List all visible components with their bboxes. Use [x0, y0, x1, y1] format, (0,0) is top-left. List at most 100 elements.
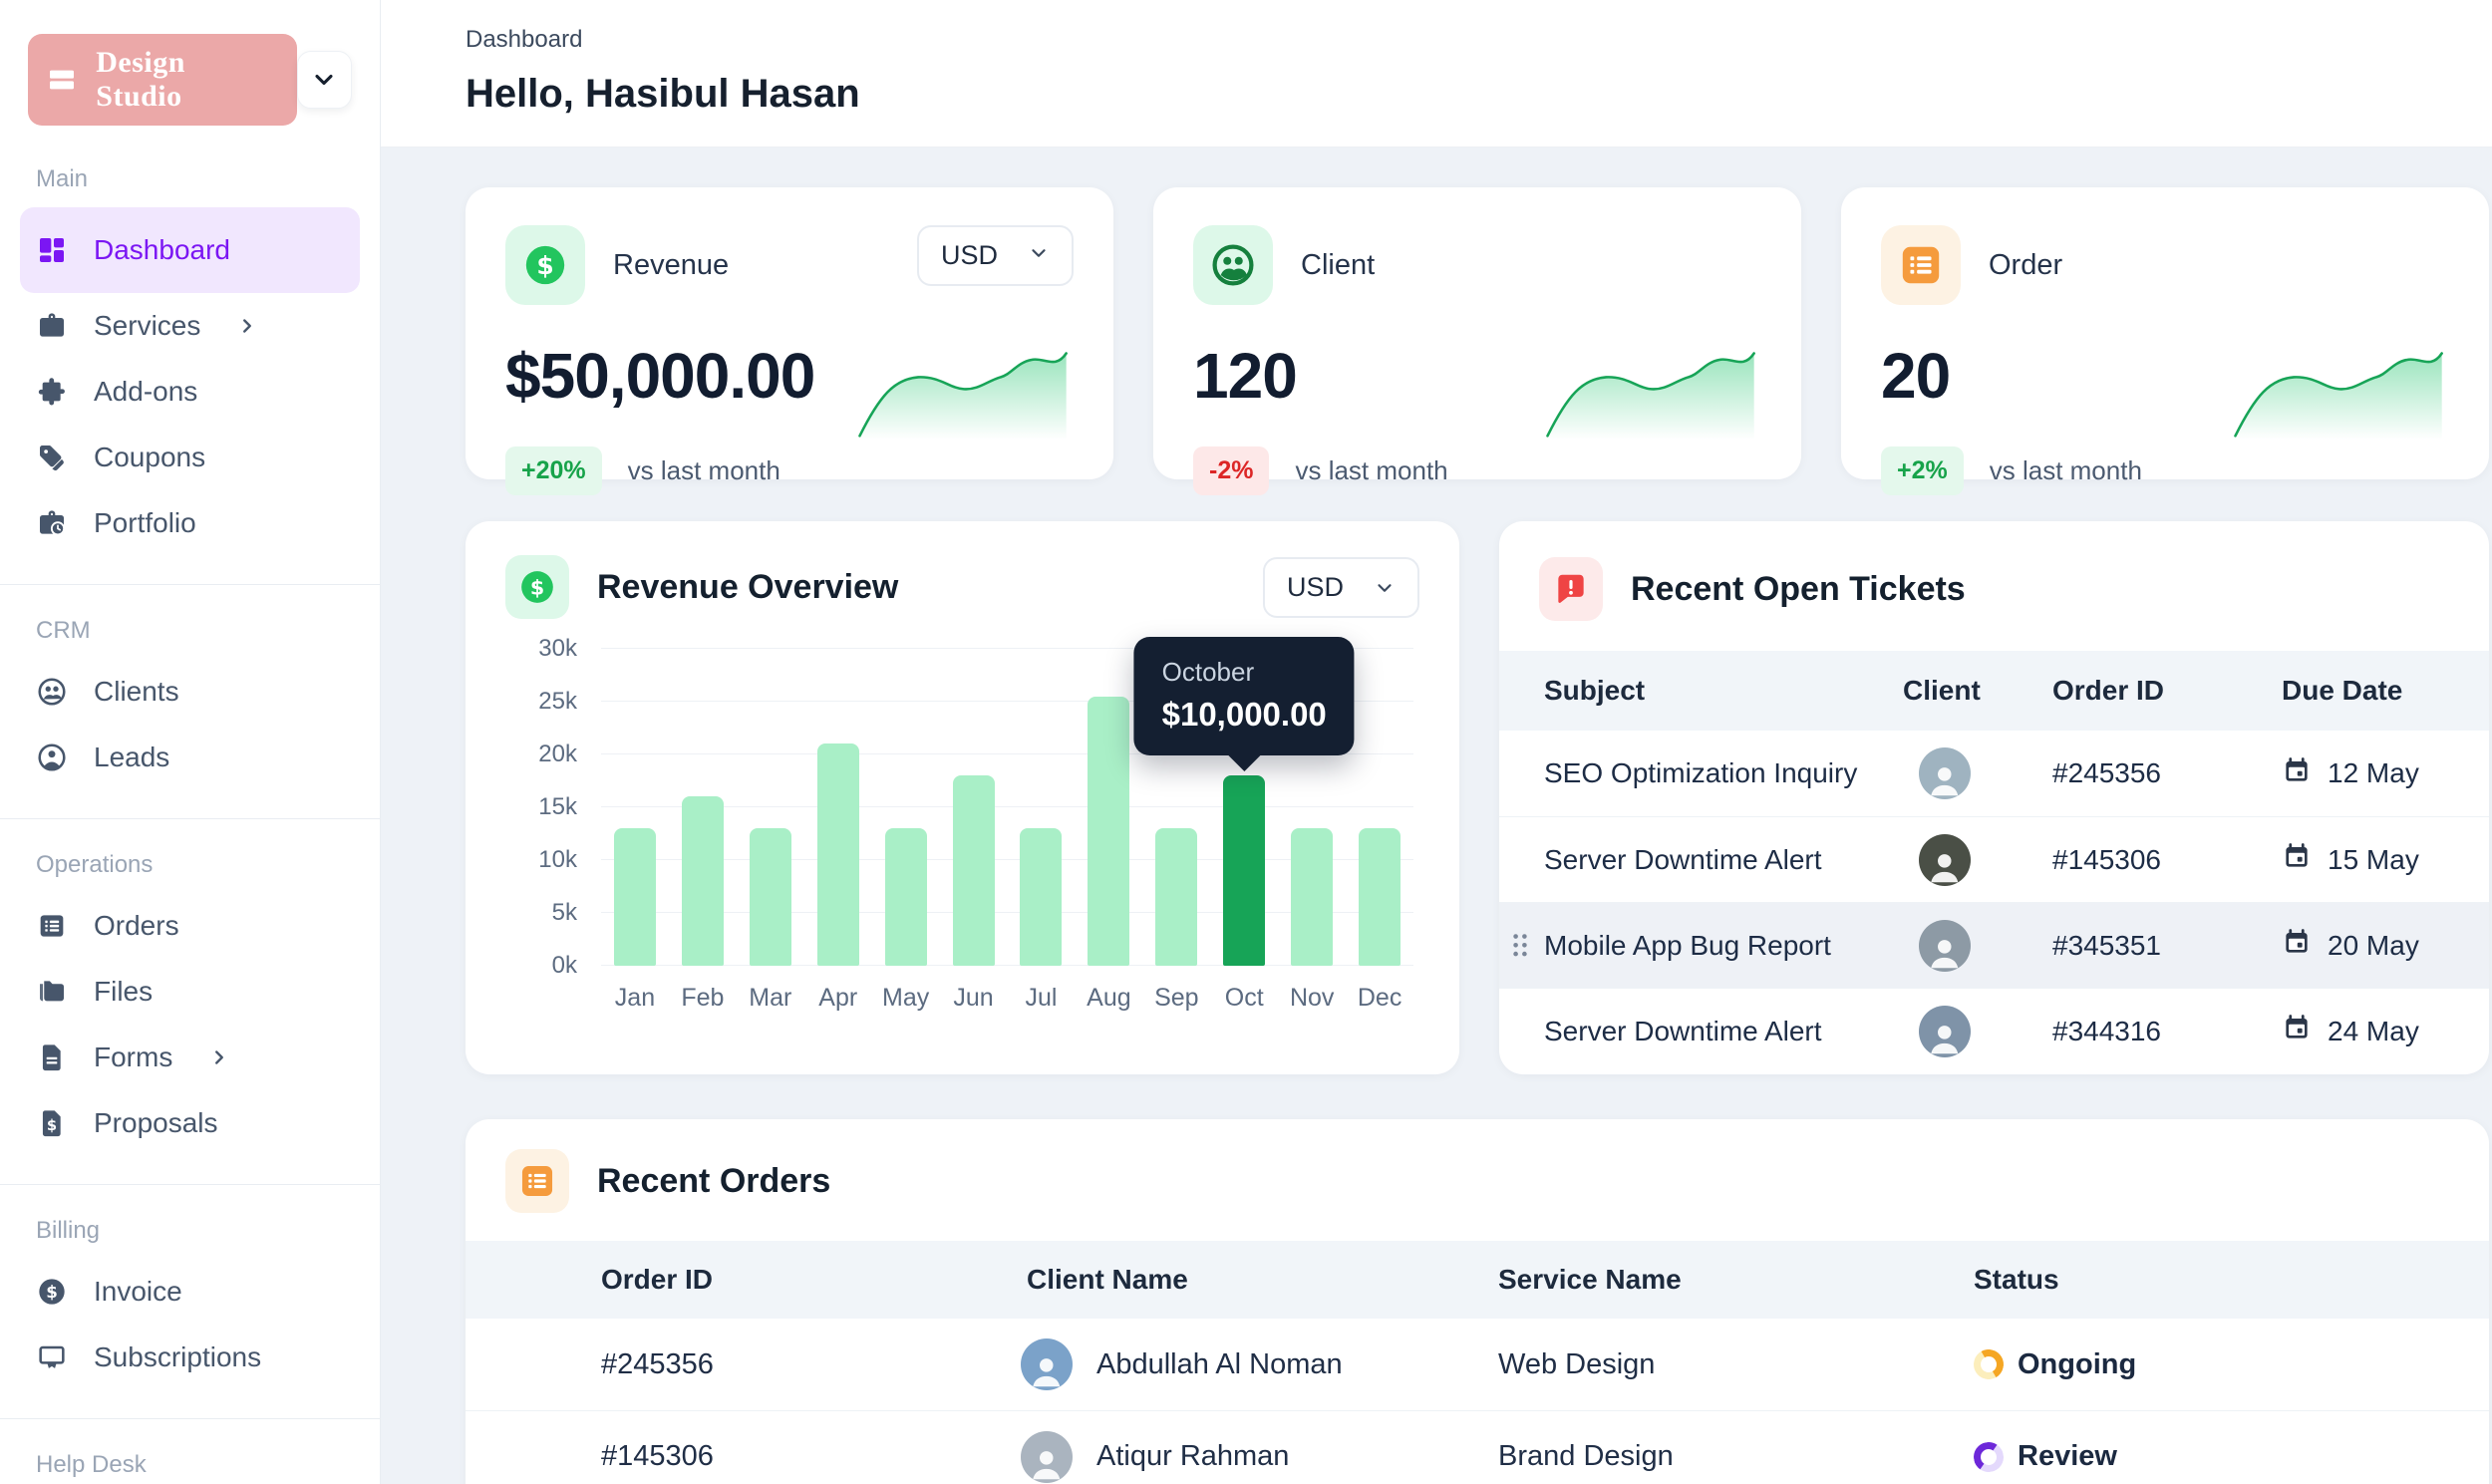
- avatar: [1919, 1005, 1971, 1057]
- bar-may[interactable]: [884, 828, 927, 966]
- bar-jun[interactable]: [952, 775, 995, 966]
- sidebar-item-invoice[interactable]: $ Invoice: [20, 1259, 360, 1325]
- ticket-order-id: #245356: [2052, 757, 2162, 788]
- stat-value: $50,000.00: [505, 340, 815, 412]
- ticket-order-id: #344316: [2052, 1015, 2162, 1046]
- bar-sep[interactable]: [1155, 828, 1198, 966]
- service-name: Brand Design: [1498, 1440, 1674, 1472]
- sidebar-item-services[interactable]: Services: [20, 293, 360, 359]
- sidebar-item-leads[interactable]: Leads: [20, 725, 360, 790]
- sidebar-item-add-ons[interactable]: Add-ons: [20, 359, 360, 425]
- recent-tickets-header: Recent Open Tickets: [1499, 557, 2489, 621]
- calendar-icon: [2282, 1013, 2312, 1049]
- bar-oct[interactable]: [1223, 775, 1266, 966]
- bar-slot: [1346, 649, 1413, 966]
- ticket-row[interactable]: Server Downtime Alert #145306 15 May: [1499, 816, 2489, 902]
- tickets-table-body: SEO Optimization Inquiry #245356 12 May Ser…: [1499, 731, 2489, 1073]
- chart-gridline: [601, 753, 1413, 754]
- chevron-down-icon: [1028, 240, 1050, 271]
- delta-badge: +20%: [505, 446, 602, 495]
- stat-label: Order: [1989, 248, 2063, 281]
- bar-mar[interactable]: [749, 828, 791, 966]
- sparkline-chart: [1542, 348, 1761, 440]
- ticket-client-cell: [1903, 1005, 2052, 1057]
- sidebar-item-orders[interactable]: Orders: [20, 893, 360, 959]
- svg-text:$: $: [46, 1283, 58, 1302]
- sidebar-item-proposals[interactable]: $ Proposals: [20, 1090, 360, 1156]
- bar-slot: [669, 649, 737, 966]
- sidebar-item-dashboard[interactable]: Dashboard: [20, 207, 360, 293]
- sidebar-item-clients[interactable]: Clients: [20, 659, 360, 725]
- bar-nov[interactable]: [1291, 828, 1334, 966]
- sidebar-logo-row: Design Studio: [28, 34, 352, 126]
- ticket-due-date: 24 May: [2282, 1013, 2489, 1049]
- sidebar-item-label: Portfolio: [94, 507, 196, 538]
- ticket-subject: Server Downtime Alert: [1544, 1015, 1822, 1046]
- bar-slot: [1008, 649, 1076, 966]
- x-axis-label: Jan: [614, 984, 656, 1012]
- bar-slot: [1075, 649, 1142, 966]
- sidebar-item-subscriptions[interactable]: Subscriptions: [20, 1325, 360, 1390]
- tooltip-month: October: [1161, 657, 1255, 688]
- y-axis-label: 0k: [551, 952, 577, 979]
- order-row[interactable]: #245356 Abdullah Al Noman Web Design Ongoin…: [466, 1319, 2489, 1410]
- sidebar-item-label: Subscriptions: [94, 1341, 262, 1372]
- sidebar-item-label: Proposals: [94, 1107, 218, 1138]
- bar-jan[interactable]: [613, 828, 656, 966]
- alert-message-icon: [1539, 557, 1603, 621]
- ticket-row[interactable]: SEO Optimization Inquiry #245356 12 May: [1499, 731, 2489, 816]
- lead-icon: [36, 742, 68, 773]
- folder-icon: [36, 976, 68, 1008]
- bar-apr[interactable]: [816, 743, 859, 966]
- svg-text:$: $: [47, 1117, 57, 1134]
- chevron-down-icon: [310, 66, 338, 94]
- currency-select[interactable]: USD: [916, 225, 1074, 286]
- ticket-row[interactable]: Mobile App Bug Report #345351 20 May: [1499, 902, 2489, 988]
- column-header-client-name: Client Name: [1027, 1264, 1188, 1295]
- bar-slot: [737, 649, 804, 966]
- y-axis-label: 5k: [551, 899, 577, 926]
- bar-aug[interactable]: [1088, 696, 1130, 966]
- chart-currency-select[interactable]: USD: [1262, 557, 1419, 618]
- due-date-text: 20 May: [2328, 929, 2419, 961]
- chart-bars: [601, 649, 1413, 966]
- section-label-operations: Operations: [36, 851, 154, 878]
- dashboard-icon: [36, 234, 68, 266]
- delta-badge: -2%: [1193, 446, 1270, 495]
- y-axis-label: 10k: [538, 846, 577, 873]
- svg-text:$: $: [530, 575, 544, 599]
- status-label: Review: [2018, 1440, 2117, 1472]
- sidebar-collapse-button[interactable]: [296, 51, 352, 109]
- section-divider: [0, 1418, 380, 1419]
- due-date-text: 15 May: [2328, 843, 2419, 875]
- ticket-subject: Server Downtime Alert: [1544, 843, 1822, 875]
- orders-list-icon: [505, 1149, 569, 1213]
- sidebar-item-files[interactable]: Files: [20, 959, 360, 1025]
- due-date-text: 12 May: [2328, 757, 2419, 788]
- stat-footer: +2% vs last month: [1881, 446, 2449, 495]
- subscriptions-icon: [36, 1341, 68, 1373]
- column-header-order-id: Order ID: [601, 1264, 714, 1295]
- x-axis-label: Dec: [1357, 984, 1402, 1012]
- sidebar-item-forms[interactable]: Forms: [20, 1025, 360, 1090]
- stat-value: 120: [1193, 340, 1298, 412]
- y-axis-label: 15k: [538, 793, 577, 820]
- status-cell: Ongoing: [1970, 1345, 2489, 1383]
- sidebar-item-portfolio[interactable]: Portfolio: [20, 490, 360, 556]
- sidebar-item-coupons[interactable]: Coupons: [20, 425, 360, 490]
- bar-feb[interactable]: [681, 796, 724, 966]
- chart-x-axis: Jan Feb Mar Apr May Jun Jul Aug Sep Oct Nov Dec: [601, 984, 1413, 1013]
- content: $ Revenue USD $50,000.00 +20% vs last month Cl…: [381, 148, 2492, 1484]
- order-row[interactable]: #145306 Atiqur Rahman Brand Design Review: [466, 1410, 2489, 1484]
- y-axis-label: 30k: [538, 635, 577, 662]
- chart-currency-value: USD: [1286, 572, 1344, 602]
- avatar: [1021, 1338, 1073, 1390]
- app-logo[interactable]: Design Studio: [28, 34, 297, 126]
- ticket-row[interactable]: Server Downtime Alert #344316 24 May: [1499, 988, 2489, 1073]
- bar-dec[interactable]: [1359, 828, 1402, 966]
- bar-jul[interactable]: [1020, 828, 1063, 966]
- logo-bars-icon: [46, 64, 80, 96]
- calendar-icon: [2282, 755, 2312, 792]
- column-header-service-name: Service Name: [1498, 1264, 1682, 1295]
- recent-orders-title: Recent Orders: [597, 1161, 831, 1200]
